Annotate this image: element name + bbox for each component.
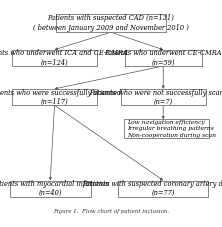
FancyBboxPatch shape bbox=[12, 50, 97, 66]
FancyBboxPatch shape bbox=[119, 180, 208, 197]
Text: Patients who underwent ICA and CE-CMRA
(n=124): Patients who underwent ICA and CE-CMRA (… bbox=[0, 49, 128, 67]
FancyBboxPatch shape bbox=[124, 119, 210, 138]
Text: Low navigation efficiency         (n=2)
Irregular breathing patterns     (n=3)
N: Low navigation efficiency (n=2) Irregula… bbox=[127, 120, 222, 138]
Text: Patients who were successfully scanned
(n=117): Patients who were successfully scanned (… bbox=[0, 89, 122, 106]
FancyBboxPatch shape bbox=[125, 50, 202, 66]
Text: Patients with myocardial infarction
(n=40): Patients with myocardial infarction (n=4… bbox=[0, 180, 109, 197]
FancyBboxPatch shape bbox=[10, 180, 91, 197]
FancyBboxPatch shape bbox=[121, 89, 206, 105]
FancyBboxPatch shape bbox=[12, 89, 97, 105]
Text: Patients who underwent CE-CMRA
(n=59): Patients who underwent CE-CMRA (n=59) bbox=[105, 49, 222, 67]
FancyBboxPatch shape bbox=[56, 14, 166, 32]
Text: Patients with suspected coronary artery disease
(n=77): Patients with suspected coronary artery … bbox=[83, 180, 222, 197]
Text: Patients with suspected CAD (n=131)
( between January 2009 and November 2010 ): Patients with suspected CAD (n=131) ( be… bbox=[33, 15, 189, 32]
Text: Patients who were not successfully scanned
(n=7): Patients who were not successfully scann… bbox=[90, 89, 222, 106]
Text: Figure 1.  Flow chart of patient inclusion.: Figure 1. Flow chart of patient inclusio… bbox=[53, 210, 169, 215]
